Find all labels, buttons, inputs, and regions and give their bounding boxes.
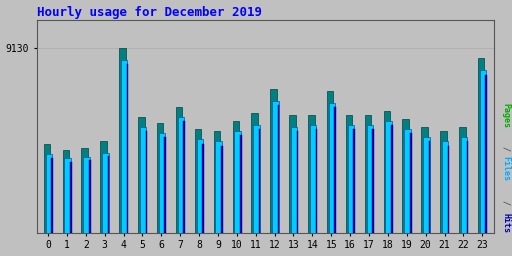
- Bar: [278, 105, 280, 233]
- Bar: [386, 121, 392, 233]
- Bar: [423, 137, 430, 233]
- Bar: [440, 131, 446, 233]
- Bar: [178, 117, 184, 233]
- Bar: [202, 144, 204, 233]
- Bar: [195, 129, 201, 233]
- Bar: [447, 146, 450, 233]
- Bar: [315, 129, 317, 233]
- Bar: [138, 117, 144, 233]
- Bar: [214, 131, 220, 233]
- Bar: [253, 125, 260, 233]
- Bar: [429, 142, 431, 233]
- Bar: [100, 142, 107, 233]
- Bar: [466, 142, 468, 233]
- Bar: [119, 48, 126, 233]
- Bar: [251, 113, 258, 233]
- Bar: [221, 146, 223, 233]
- Bar: [89, 160, 91, 233]
- Bar: [372, 129, 374, 233]
- Bar: [140, 127, 146, 233]
- Bar: [391, 125, 393, 233]
- Bar: [459, 127, 465, 233]
- Bar: [121, 60, 127, 233]
- Bar: [216, 142, 222, 233]
- Bar: [485, 74, 487, 233]
- Bar: [65, 158, 71, 233]
- Bar: [442, 142, 449, 233]
- Bar: [310, 125, 316, 233]
- Text: /: /: [501, 141, 510, 156]
- Text: Pages: Pages: [501, 103, 510, 128]
- Bar: [329, 103, 335, 233]
- Text: Files: Files: [501, 156, 510, 182]
- Bar: [461, 137, 467, 233]
- Text: Hourly usage for December 2019: Hourly usage for December 2019: [37, 6, 262, 18]
- Bar: [83, 157, 90, 233]
- Bar: [44, 144, 50, 233]
- Bar: [102, 153, 109, 233]
- Bar: [348, 125, 354, 233]
- Bar: [346, 115, 352, 233]
- Bar: [480, 70, 486, 233]
- Bar: [478, 58, 484, 233]
- Bar: [327, 91, 333, 233]
- Bar: [183, 121, 185, 233]
- Bar: [126, 64, 129, 233]
- Bar: [46, 154, 52, 233]
- Bar: [367, 125, 373, 233]
- Text: /: /: [501, 195, 510, 210]
- Bar: [289, 115, 295, 233]
- Bar: [164, 137, 166, 233]
- Bar: [404, 129, 411, 233]
- Bar: [51, 158, 53, 233]
- Bar: [291, 127, 297, 233]
- Bar: [353, 129, 355, 233]
- Bar: [383, 111, 390, 233]
- Bar: [259, 129, 261, 233]
- Bar: [70, 162, 72, 233]
- Bar: [145, 131, 147, 233]
- Bar: [308, 115, 314, 233]
- Bar: [176, 107, 182, 233]
- Bar: [421, 127, 428, 233]
- Bar: [157, 123, 163, 233]
- Bar: [334, 107, 336, 233]
- Bar: [81, 147, 88, 233]
- Bar: [234, 131, 241, 233]
- Bar: [365, 115, 371, 233]
- Bar: [296, 131, 298, 233]
- Bar: [402, 119, 409, 233]
- Bar: [410, 133, 412, 233]
- Bar: [240, 135, 242, 233]
- Bar: [272, 101, 279, 233]
- Bar: [62, 150, 69, 233]
- Text: Hits: Hits: [501, 213, 510, 233]
- Bar: [108, 156, 110, 233]
- Bar: [197, 140, 203, 233]
- Bar: [159, 133, 165, 233]
- Bar: [232, 121, 239, 233]
- Bar: [270, 89, 277, 233]
